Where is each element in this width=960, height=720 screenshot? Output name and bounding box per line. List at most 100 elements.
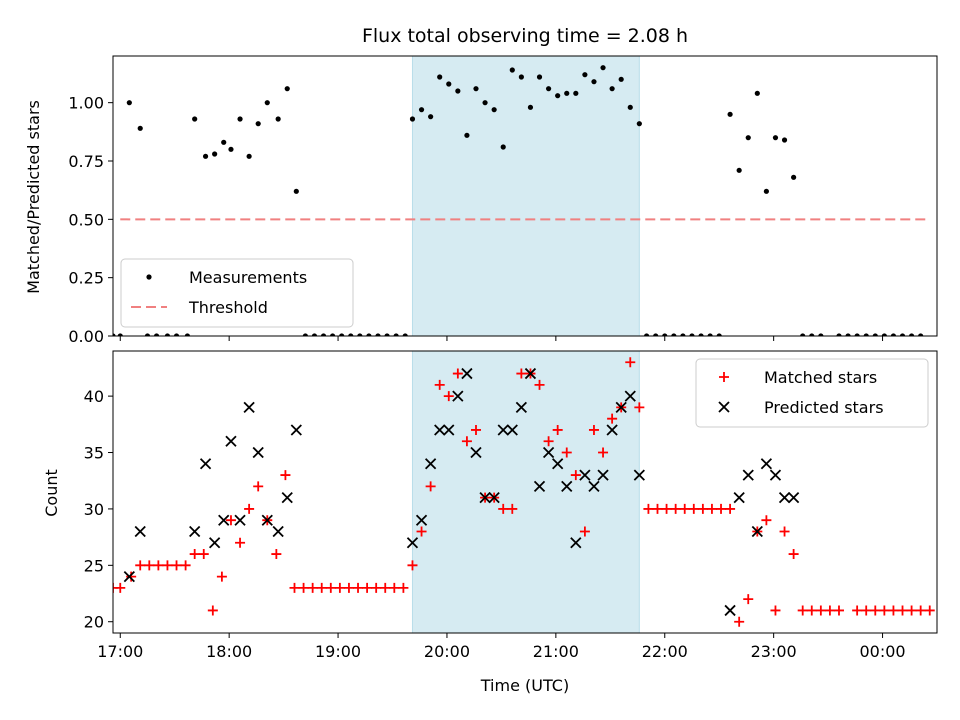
data-point [564, 90, 570, 96]
data-point [415, 514, 428, 526]
data-point [362, 582, 373, 593]
data-point [833, 605, 844, 616]
data-point [636, 121, 642, 127]
legend-label: Matched stars [764, 368, 877, 387]
data-point [643, 503, 654, 514]
data-point [716, 333, 722, 336]
data-point [235, 537, 246, 548]
data-point [384, 333, 390, 336]
data-point [671, 333, 677, 336]
data-point [787, 492, 800, 504]
data-point [316, 582, 327, 593]
data-point [290, 424, 302, 436]
bottom-panel: 20 25 30 35 40 17:00 18:00 19:00 20:00 21:00 22:00… [84, 350, 938, 661]
data-point [153, 333, 160, 336]
data-point [606, 424, 618, 436]
data-point [760, 458, 773, 470]
data-point [126, 571, 137, 582]
data-point [772, 135, 779, 141]
data-point [863, 333, 869, 336]
data-point [743, 594, 754, 605]
data-point [763, 188, 769, 194]
data-point [761, 515, 772, 526]
data-point [434, 424, 446, 436]
data-point [809, 333, 815, 336]
data-point [633, 469, 645, 481]
legend: Measurements Threshold [120, 258, 354, 328]
data-point [180, 560, 191, 571]
data-point [778, 492, 791, 504]
data-point [272, 525, 284, 538]
data-point [425, 481, 436, 492]
data-point [516, 368, 527, 379]
data-point [800, 333, 806, 336]
x-tick-label: 21:00 [533, 642, 579, 661]
data-point [437, 74, 443, 80]
data-point [162, 560, 173, 571]
data-point [500, 144, 506, 150]
data-point [570, 537, 582, 549]
data-point [697, 503, 708, 514]
data-point [751, 525, 763, 538]
data-point [609, 86, 615, 92]
data-point [742, 469, 754, 481]
data-point [897, 605, 908, 616]
data-point [271, 549, 282, 560]
data-point [591, 79, 597, 85]
series-predicted-stars [123, 367, 800, 617]
legend-swatch [146, 274, 152, 280]
data-point [311, 333, 318, 336]
data-point [542, 446, 555, 459]
data-point [234, 514, 246, 526]
data-point [380, 582, 391, 593]
data-point [906, 605, 917, 616]
data-point [854, 333, 860, 336]
data-point [579, 526, 590, 537]
y-tick-label: 0.25 [68, 269, 104, 288]
data-point [446, 81, 452, 87]
data-point [679, 503, 690, 514]
data-point [452, 390, 464, 402]
data-point [779, 526, 790, 537]
data-point [506, 424, 518, 436]
data-point [536, 74, 543, 80]
data-point [198, 549, 209, 560]
bottom-y-axis-label: Count [42, 469, 61, 517]
legend-box [120, 258, 354, 328]
data-point [552, 424, 563, 435]
data-point [727, 111, 733, 117]
data-point [597, 469, 609, 481]
data-point [123, 570, 135, 583]
data-point [653, 333, 659, 336]
data-point [253, 481, 264, 492]
data-point [189, 525, 201, 538]
data-point [202, 153, 209, 159]
data-point [899, 333, 906, 336]
data-point [625, 357, 636, 368]
data-point [615, 401, 627, 414]
data-point [598, 447, 609, 458]
data-point [470, 424, 481, 435]
data-point [339, 333, 345, 336]
legend-label: Predicted stars [764, 398, 884, 417]
x-tick-label: 00:00 [859, 642, 905, 661]
data-point [298, 582, 309, 593]
data-point [770, 605, 781, 616]
data-point [275, 116, 281, 122]
data-point [184, 333, 191, 336]
data-point [293, 188, 299, 194]
data-point [890, 333, 897, 336]
data-point [353, 582, 364, 593]
y-tick-label: 1.00 [68, 94, 104, 113]
data-point [407, 560, 418, 571]
data-point [228, 146, 234, 152]
data-point [509, 67, 515, 73]
data-point [491, 107, 497, 113]
axes-frame [112, 350, 938, 634]
y-tick-label: 40 [84, 387, 104, 406]
data-point [325, 582, 336, 593]
data-point [144, 560, 155, 571]
data-point [552, 458, 564, 470]
data-point [680, 333, 686, 336]
data-point [618, 76, 624, 82]
